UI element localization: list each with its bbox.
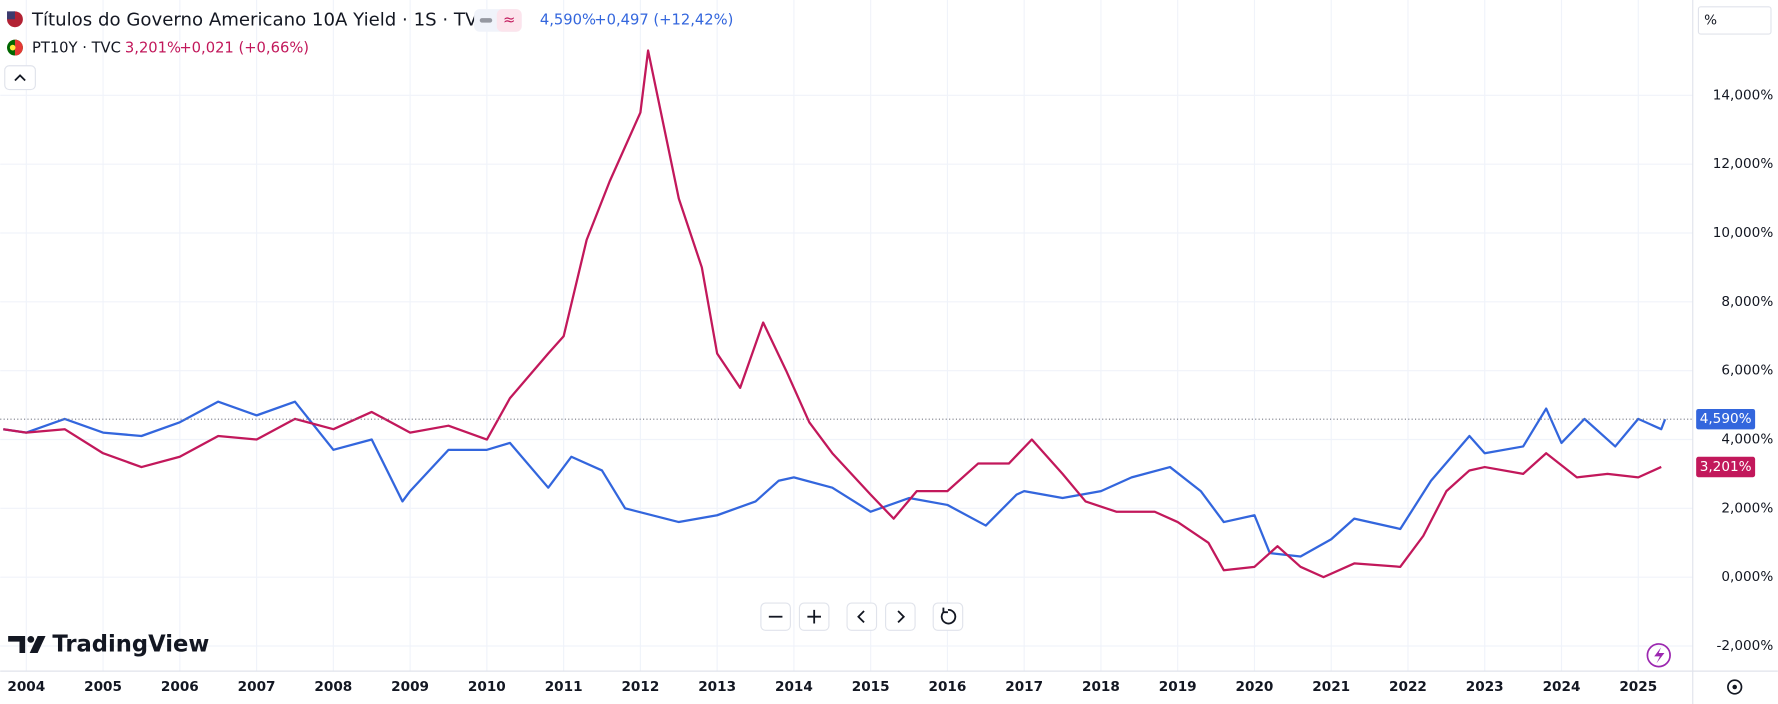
watermark: TradingView [52, 632, 209, 658]
last-value-label: 4,590% [1700, 411, 1752, 427]
x-tick-label: 2023 [1466, 679, 1504, 695]
x-tick-label: 2025 [1619, 679, 1657, 695]
y-tick-label: 6,000% [1721, 363, 1773, 379]
x-tick-label: 2018 [1082, 679, 1120, 695]
x-tick-label: 2015 [852, 679, 890, 695]
axes: -2,000% 0,000% 2,000% 4,000% 6,000% 8,000% 10,… [7, 87, 1773, 695]
series-title: PT10Y · TVC [32, 40, 121, 57]
x-tick-label: 2008 [314, 679, 352, 695]
y-tick-label: 10,000% [1713, 225, 1774, 241]
x-tick-label: 2009 [391, 679, 429, 695]
x-tick-label: 2021 [1312, 679, 1350, 695]
x-tick-label: 2004 [7, 679, 45, 695]
last-value-box [1696, 408, 1756, 430]
y-tick-label: 0,000% [1721, 569, 1773, 585]
unit-label: % [1704, 12, 1717, 28]
scroll-left-button[interactable] [846, 602, 878, 631]
y-tick-label: 4,000% [1721, 432, 1773, 448]
x-tick-label: 2014 [775, 679, 813, 695]
x-tick-label: 2005 [84, 679, 122, 695]
zoom-in-button[interactable] [798, 602, 830, 631]
us-flag-canton [7, 11, 15, 20]
legend-change: +0,021 (+0,66%) [179, 40, 309, 57]
pt-flag-red [14, 39, 23, 56]
settings-button[interactable] [1727, 679, 1743, 695]
reset-button[interactable] [932, 602, 964, 631]
x-tick-label: 2007 [238, 679, 276, 695]
y-tick-label: 2,000% [1721, 500, 1773, 516]
x-tick-label: 2024 [1543, 679, 1581, 695]
scroll-right-button[interactable] [885, 602, 916, 631]
toggle-icon [479, 18, 493, 23]
x-tick-label: 2006 [161, 679, 199, 695]
y-tick-label: 8,000% [1721, 294, 1773, 310]
x-tick-label: 2017 [1005, 679, 1043, 695]
x-tick-label: 2011 [545, 679, 583, 695]
quick-action-icon [1654, 647, 1665, 664]
y-tick-label: -2,000% [1717, 638, 1774, 654]
quick-action[interactable] [1646, 643, 1671, 668]
legend-compare[interactable] [496, 9, 522, 32]
series-title: Títulos do Governo Americano 10A Yield ·… [31, 9, 490, 30]
x-tick-label: 2022 [1389, 679, 1427, 695]
logo [8, 635, 46, 653]
series-lines [0, 49, 1693, 579]
legend-last-value: 4,590% [540, 11, 596, 28]
collapse-legend-button[interactable] [4, 65, 36, 91]
legend-last-value: 3,201% [125, 40, 181, 57]
grid [0, 0, 1693, 672]
x-tick-label: 2010 [468, 679, 506, 695]
settings-icon [1732, 684, 1737, 690]
compare-icon: ≈ [503, 11, 515, 28]
pt-flag-emblem [9, 44, 16, 51]
last-value-label: 3,201% [1700, 459, 1752, 475]
series-line [3, 400, 1667, 558]
legend-change: +0,497 (+12,42%) [594, 11, 733, 28]
x-tick-label: 2020 [1236, 679, 1274, 695]
series-line [3, 49, 1662, 579]
x-tick-label: 2013 [698, 679, 736, 695]
y-tick-label: 12,000% [1713, 156, 1774, 172]
x-tick-label: 2016 [929, 679, 967, 695]
y-tick-label: 14,000% [1713, 87, 1774, 103]
zoom-out-button[interactable] [760, 602, 791, 631]
unit-box[interactable] [1697, 6, 1772, 35]
x-tick-label: 2012 [621, 679, 659, 695]
last-value-box [1696, 456, 1756, 478]
x-tick-label: 2019 [1159, 679, 1197, 695]
